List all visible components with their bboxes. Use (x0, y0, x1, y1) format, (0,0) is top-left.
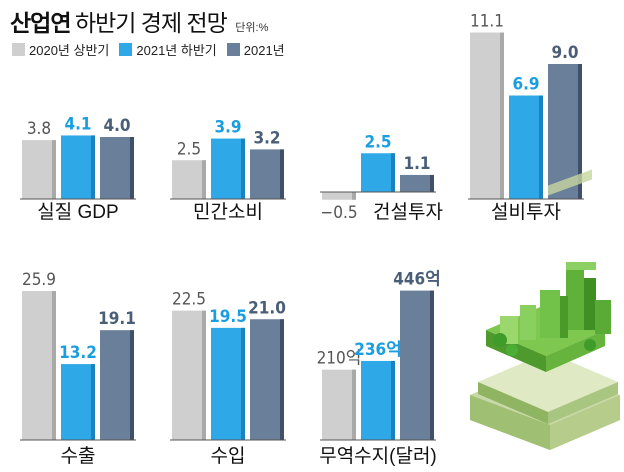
bar-shade-6-2 (241, 327, 245, 440)
bar-5-3 (100, 330, 134, 440)
title-org: 산업연 (10, 10, 71, 36)
legend: 2020년 상반기 2021년 하반기 2021년 (12, 40, 295, 59)
value-label-6-3: 21.0 (248, 298, 286, 318)
legend-swatch-blue (119, 43, 133, 56)
chart-title: 산업연 하반기 경제 전망 단위:% (10, 4, 268, 38)
bar-shade-2-3 (280, 149, 284, 199)
chart-marks: 3.8 4.1 4.0 실질 GDP 2.5 3.9 3.2 민간소비 −0.5 2.5 1.1 건설… (20, 12, 584, 467)
bar-shade-4-3 (578, 64, 582, 199)
value-label-1-2: 4.1 (64, 114, 91, 134)
bar-shade-6-1 (202, 310, 206, 440)
bar-shade-2-1 (202, 160, 206, 199)
value-label-6-2: 19.5 (209, 307, 247, 327)
value-label-4-3: 9.0 (551, 43, 578, 63)
bar-5-2 (61, 364, 95, 440)
bar-7-2 (361, 360, 395, 440)
unit-label: 단위:% (235, 22, 269, 34)
bar-shade-1-2 (91, 135, 95, 199)
bar-3-3 (400, 174, 434, 192)
legend-item-2021: 2021년 (226, 40, 285, 59)
bar-6-1 (172, 310, 206, 440)
value-label-7-1: 210억 (317, 349, 362, 369)
bar-5-1 (22, 291, 56, 440)
bar-shade-7-3 (430, 290, 434, 440)
bar-shade-1-1 (52, 140, 56, 199)
value-label-5-2: 13.2 (59, 343, 97, 363)
bar-4-2 (509, 95, 543, 199)
value-label-7-2: 236억 (354, 340, 402, 360)
value-label-5-1: 25.9 (22, 270, 56, 290)
category-label-1: 실질 GDP (37, 201, 118, 223)
value-label-7-3: 446억 (393, 270, 441, 290)
bar-shade-1-3 (130, 137, 134, 199)
title-text: 하반기 경제 전망 (74, 10, 228, 36)
bar-7-3 (400, 290, 434, 440)
category-label-2: 민간소비 (193, 201, 263, 223)
bar-3-2 (361, 153, 395, 192)
bar-1-1 (22, 140, 56, 199)
bar-shade-5-2 (91, 364, 95, 440)
category-label-5: 수출 (61, 445, 96, 467)
category-label-7: 무역수지(달러) (319, 445, 437, 467)
category-label-6: 수입 (211, 445, 246, 467)
legend-swatch-slate (226, 43, 240, 56)
value-label-3-2: 2.5 (364, 132, 391, 152)
bar-2-3 (250, 149, 284, 199)
bar-6-2 (211, 327, 245, 440)
value-label-3-1: −0.5 (320, 203, 357, 223)
value-label-2-1: 2.5 (177, 139, 201, 159)
bar-6-3 (250, 319, 284, 440)
value-label-4-2: 6.9 (512, 75, 539, 95)
bar-shade-2-2 (241, 138, 245, 199)
value-label-1-3: 4.0 (103, 116, 130, 136)
legend-label: 2020년 상반기 (29, 43, 110, 58)
bar-1-2 (61, 135, 95, 199)
legend-label: 2021년 하반기 (136, 43, 217, 58)
green-city-on-money-illustration (470, 169, 620, 450)
bar-shade-3-3 (430, 174, 434, 192)
value-label-6-1: 22.5 (172, 290, 206, 310)
value-label-2-3: 3.2 (253, 128, 280, 148)
value-label-4-1: 11.1 (470, 12, 504, 32)
bar-1-3 (100, 137, 134, 199)
value-label-3-3: 1.1 (403, 154, 430, 174)
bar-4-1 (470, 32, 504, 199)
legend-item-2020-h1: 2020년 상반기 (12, 40, 109, 59)
legend-item-2021-h2: 2021년 하반기 (119, 40, 217, 59)
bar-shade-5-3 (130, 330, 134, 440)
category-label-4: 설비투자 (491, 201, 561, 223)
bar-shade-6-3 (280, 319, 284, 440)
bar-7-1 (322, 369, 356, 440)
bar-shade-4-1 (500, 32, 504, 199)
bar-2-2 (211, 138, 245, 199)
category-label-3: 건설투자 (373, 201, 443, 223)
bar-shade-7-2 (391, 360, 395, 440)
value-label-1-1: 3.8 (27, 119, 51, 139)
bar-shade-5-1 (52, 291, 56, 440)
value-label-2-2: 3.9 (214, 118, 241, 138)
bar-3-1 (322, 192, 356, 200)
legend-swatch-gray (12, 43, 25, 56)
legend-label: 2021년 (243, 43, 285, 58)
bar-shade-4-2 (539, 95, 543, 199)
bar-shade-3-2 (391, 153, 395, 192)
value-label-5-3: 19.1 (98, 309, 136, 329)
bar-shade-7-1 (352, 369, 356, 440)
bar-2-1 (172, 160, 206, 199)
bar-shade-3-1 (352, 192, 356, 200)
